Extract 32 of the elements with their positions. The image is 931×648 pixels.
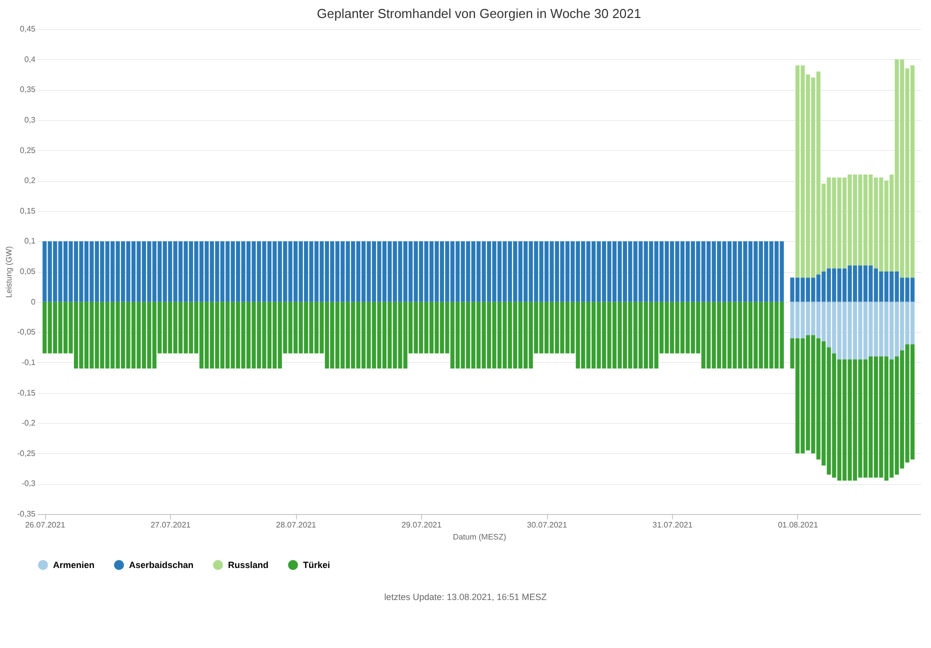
y-tick-label: 0,45 [20, 24, 36, 34]
y-tick-label: 0,05 [20, 267, 36, 276]
x-tick-label: 27.07.2021 [150, 520, 192, 530]
legend-label: Russland [228, 560, 269, 570]
x-tick-label: 28.07.2021 [276, 520, 317, 530]
x-tick-label: 26.07.2021 [25, 520, 66, 530]
x-tick-label: 31.07.2021 [652, 520, 694, 530]
y-tick-label: 0,4 [24, 54, 36, 64]
x-tick-label: 01.08.2021 [778, 520, 819, 530]
x-tick-label: 30.07.2021 [527, 520, 568, 530]
y-tick-label: 0,35 [20, 85, 36, 94]
text: letztes Update: 13.08.2021, 16:51 MESZ [383, 592, 548, 602]
legend-label: Aserbaidschan [129, 560, 194, 570]
y-tick-label: -0,2 [22, 418, 36, 428]
y-tick-label: 0,15 [20, 206, 36, 216]
legend-label: Armenien [53, 560, 95, 570]
y-tick-label: -0,05 [17, 328, 36, 337]
x-axis-title: Datum (MESZ) [452, 532, 506, 542]
y-tick-label: -0,3 [22, 479, 36, 488]
chart-title: Geplanter Stromhandel von Georgien in Woche 30 2021 [316, 6, 642, 21]
legend-label: Türkei [303, 560, 330, 570]
x-tick-label: 29.07.2021 [402, 520, 442, 530]
y-tick-label: -0,25 [17, 448, 36, 458]
y-tick-label: 0,2 [24, 176, 36, 186]
y-tick-label: 0,3 [24, 115, 36, 124]
y-tick-label: -0,15 [17, 388, 36, 398]
y-tick-label: 0 [31, 297, 36, 306]
y-tick-label: 0,1 [24, 236, 36, 246]
y-axis-title: Leistung (GW) [4, 246, 14, 298]
y-tick-label: -0,35 [17, 510, 36, 518]
y-tick-label: -0,1 [22, 358, 36, 367]
y-tick-label: 0,25 [20, 146, 36, 155]
